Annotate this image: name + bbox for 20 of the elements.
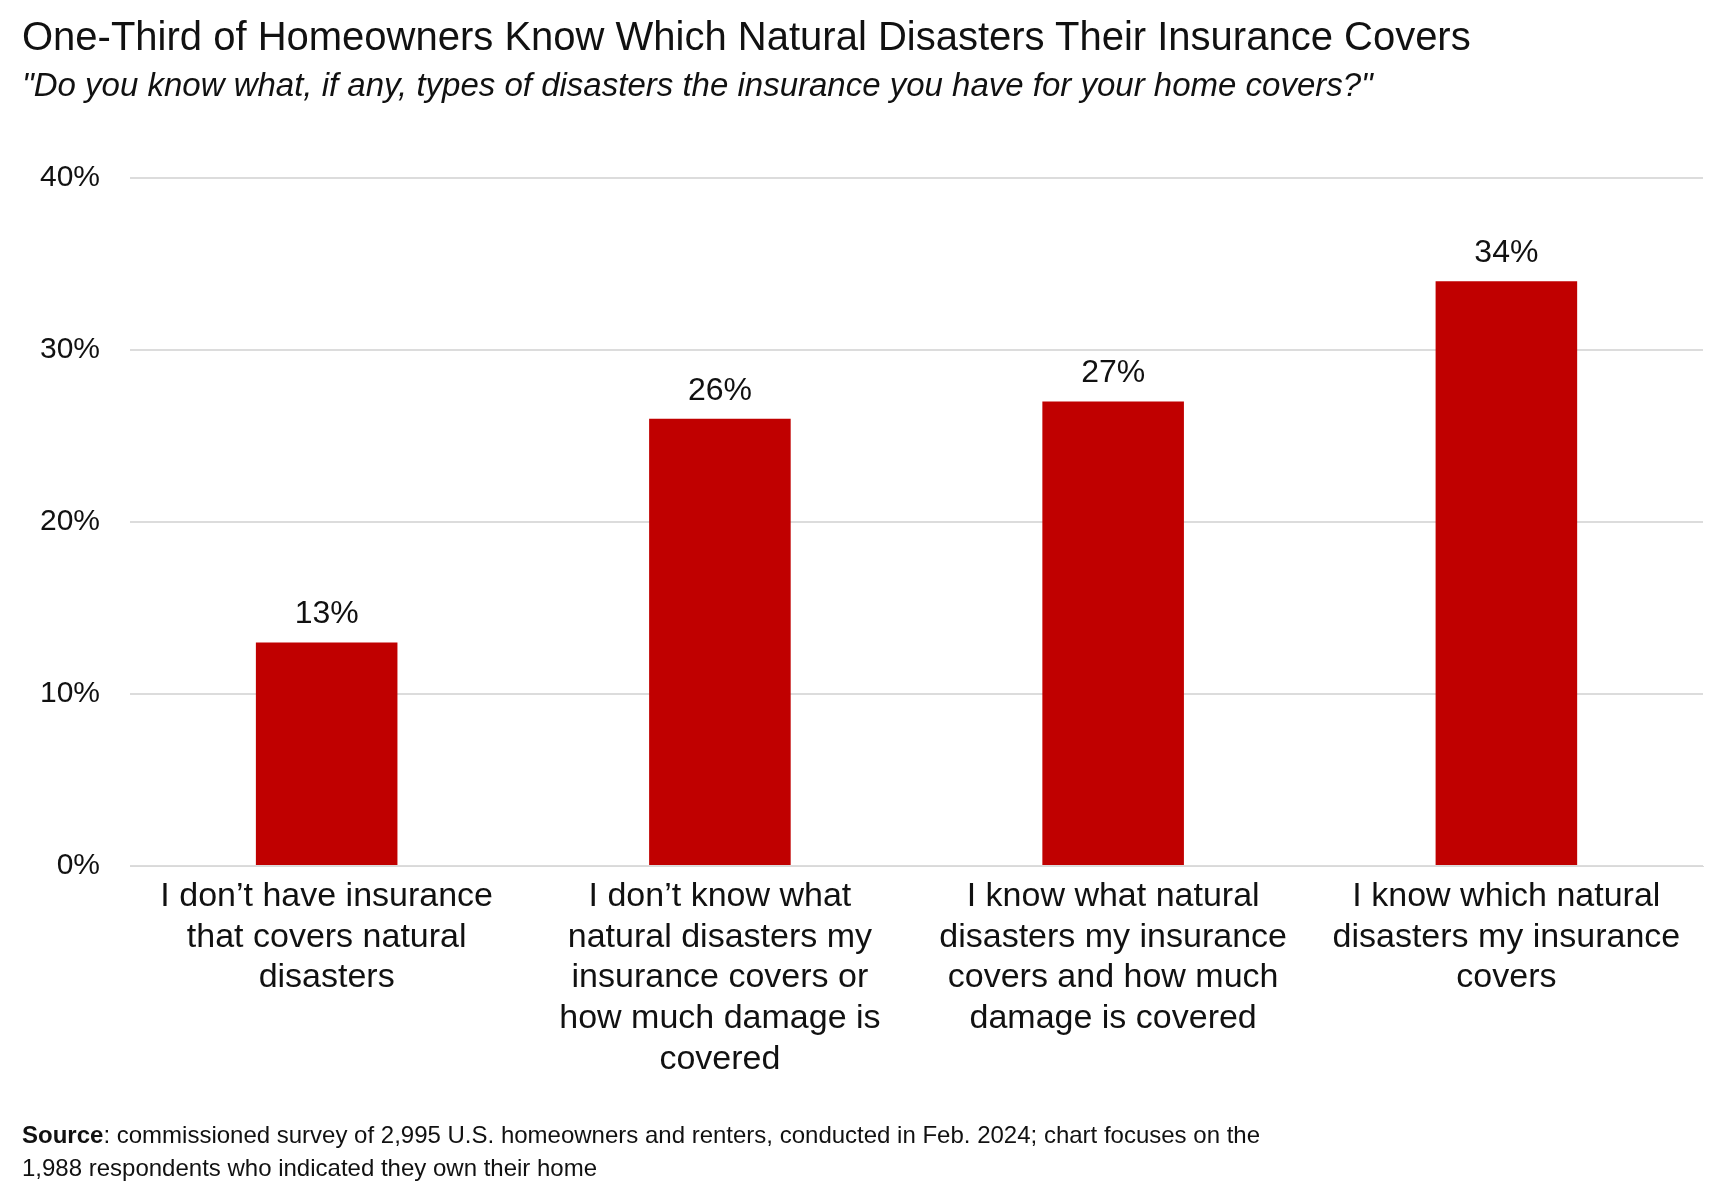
bar [1042,401,1184,865]
y-tick-label: 10% [40,675,101,709]
y-tick-label: 40% [40,159,101,193]
x-tick-label: I don’t have insurance that covers natural disasters [160,874,493,995]
data-label: 34% [1474,233,1539,270]
data-label: 13% [294,594,359,631]
x-tick-label: I know what natural disasters my insurance covers and how much damage is covered [939,874,1287,1036]
bar [649,418,791,865]
y-tick-label: 30% [40,331,101,365]
x-tick-label: I know which natural disasters my insurance covers [1332,874,1681,995]
chart-subtitle: "Do you know what, if any, types of disasters the insurance you have for your home covers?" [22,66,1373,104]
x-tick-label: I don’t know what natural disasters my insurance covers or how much damage is covered [559,874,881,1076]
data-label: 26% [687,370,752,407]
y-tick-label: 0% [56,847,101,881]
source-note: Source: commissioned survey of 2,995 U.S. homeowners and renters, conducted in Feb. 2024; chart focuses on the 1,988 respondents who indicated they own their home [22,1120,1261,1183]
bar [1435,281,1578,865]
bar [255,642,398,865]
chart-title: One-Third of Homeowners Know Which Natural Disasters Their Insurance Covers [22,14,1471,59]
y-tick-label: 20% [40,503,101,537]
data-label: 27% [1081,353,1146,390]
